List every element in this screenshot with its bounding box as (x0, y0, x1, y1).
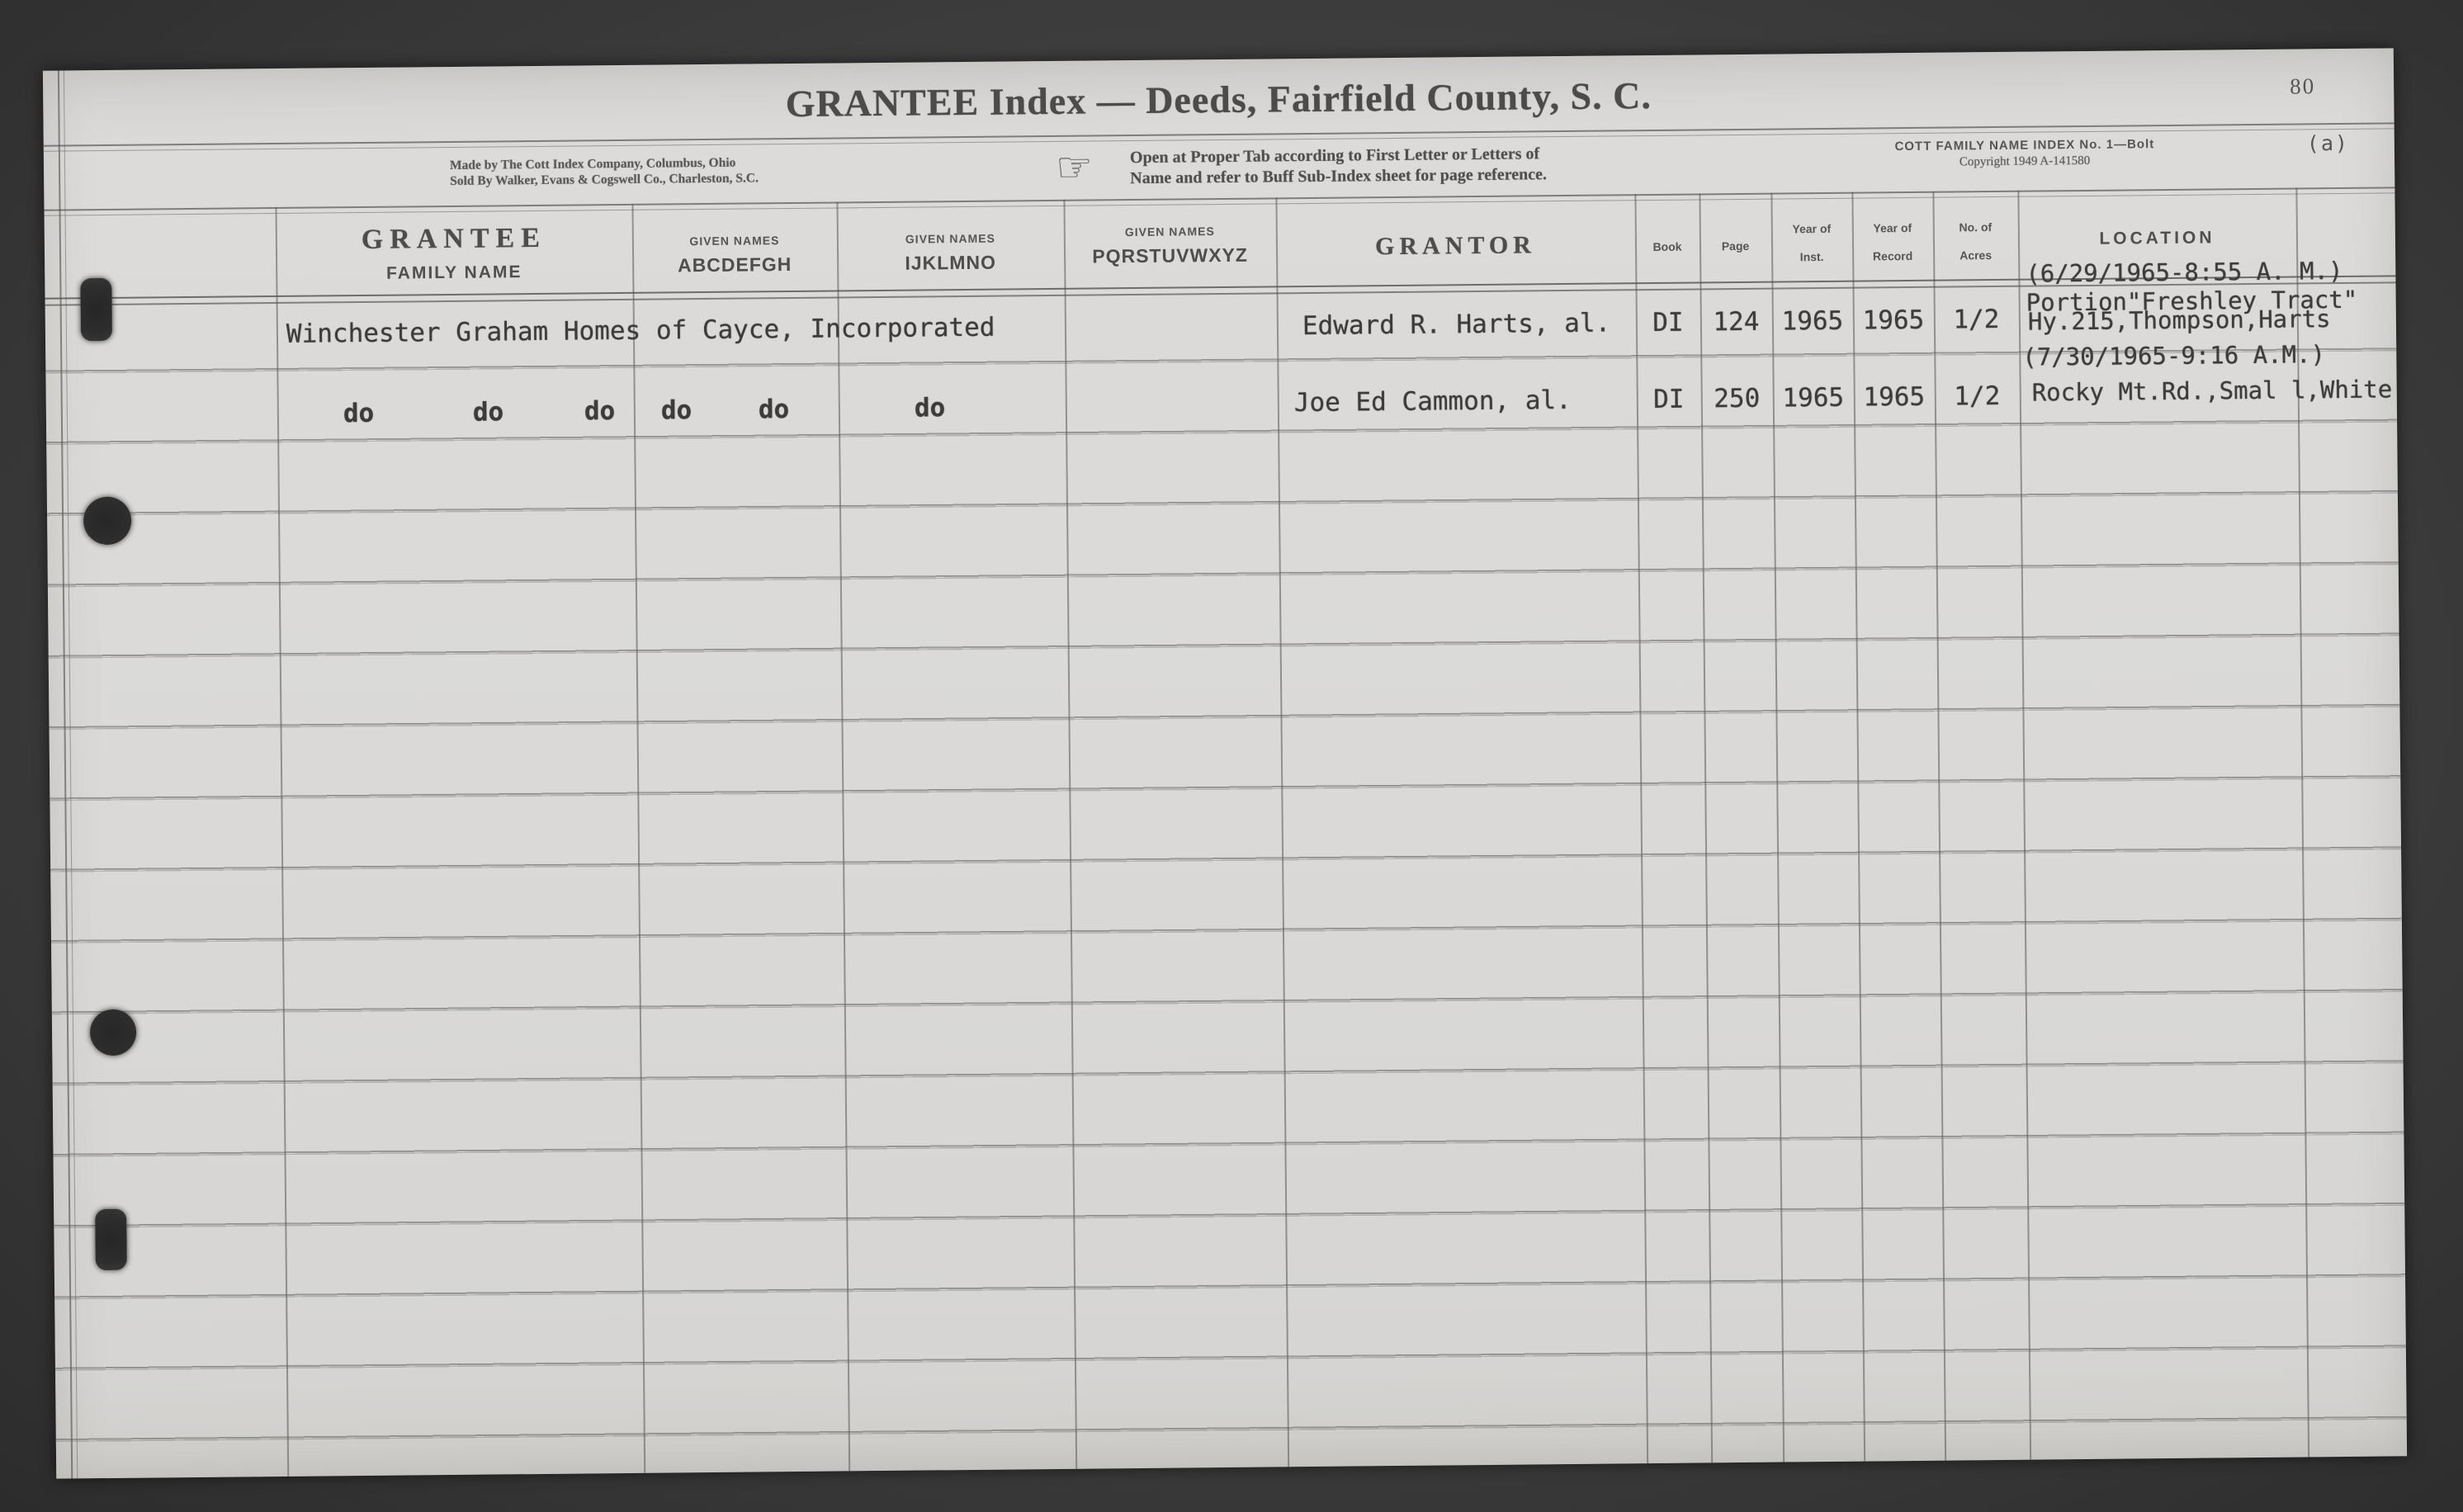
grantor-header-label: GRANTOR (1374, 231, 1537, 261)
column-header-grantor: GRANTOR (1276, 230, 1635, 262)
entry-book: DI (1652, 384, 1685, 414)
letter-range-label: IJKLMNO (905, 251, 997, 274)
entry-location-timestamp: (7/30/1965-9:16 A.M.) (2022, 340, 2326, 371)
entry-year-inst: 1965 (1781, 305, 1844, 337)
ditto-mark: do (584, 396, 616, 427)
binder-hole (95, 1208, 127, 1271)
given-names-label: GIVEN NAMES (1124, 224, 1215, 239)
entry-year-record: 1965 (1862, 305, 1925, 336)
column-header-book: Book (1635, 238, 1700, 255)
family-name-header-label: FAMILY NAME (385, 262, 522, 283)
entry-grantee-name: Winchester Graham Homes of Cayce, Incorp… (286, 312, 995, 349)
ditto-mark: do (660, 395, 693, 426)
column-header-year-record: Year of Record (1852, 220, 1934, 265)
column-header-given-ijklmno: GIVEN NAMES IJKLMNO (837, 231, 1064, 276)
page-letter: (a) (2306, 130, 2350, 156)
book-header-label: Book (1652, 239, 1682, 253)
entry-grantor-name: Edward R. Harts, al. (1302, 308, 1611, 342)
imprint-line2: Sold By Walker, Evans & Cogswell Co., Ch… (450, 171, 759, 188)
letter-range-label: PQRSTUVWXYZ (1092, 243, 1249, 267)
pointing-hand-icon: ☞ (1055, 144, 1094, 191)
acres-label-top: No. of (1959, 220, 1993, 234)
index-series-line1: COTT FAMILY NAME INDEX No. 1—Bolt (1894, 137, 2155, 154)
acres-label-bottom: Acres (1960, 248, 1993, 262)
page-header-label: Page (1721, 239, 1750, 253)
binder-hole (83, 496, 132, 546)
column-header-given-abcdefgh: GIVEN NAMES ABCDEFGH (632, 233, 837, 276)
ditto-mark: do (758, 395, 790, 425)
entry-grantor-name: Joe Ed Cammon, al. (1293, 385, 1572, 418)
entry-page: 124 (1713, 306, 1760, 338)
entry-book: DI (1652, 307, 1684, 338)
usage-instruction: Open at Proper Tab according to First Le… (1130, 144, 1547, 189)
binder-hole (89, 1009, 137, 1056)
ruled-rows (45, 280, 2408, 1479)
ledger-sheet: GRANTEE Index — Deeds, Fairfield County,… (42, 48, 2408, 1479)
year-record-label-bottom: Record (1872, 248, 1913, 263)
subheader-divider (44, 187, 2395, 216)
column-header-location: LOCATION (2018, 228, 2296, 250)
column-header-year-inst: Year of Inst. (1771, 220, 1853, 266)
column-header-given-pqrstuvwxyz: GIVEN NAMES PQRSTUVWXYZ (1064, 224, 1276, 267)
year-inst-label-bottom: Inst. (1799, 250, 1824, 264)
ditto-mark: do (914, 393, 946, 423)
entry-location-timestamp: (6/29/1965-8:55 A. M.) (2026, 256, 2343, 288)
grantee-header-label: GRANTEE (361, 222, 547, 256)
column-header-grantee: GRANTEE FAMILY NAME (276, 222, 633, 285)
entry-location-detail: Hy.215,Thompson,Harts (2027, 305, 2331, 336)
given-names-label: GIVEN NAMES (689, 234, 780, 248)
ditto-mark: do (343, 398, 375, 429)
entry-year-record: 1965 (1863, 381, 1926, 413)
column-header-acres: No. of Acres (1933, 219, 2019, 264)
page-number: 80 (2290, 73, 2316, 99)
entry-acres: 1/2 (1953, 304, 2000, 335)
location-header-label: LOCATION (2099, 228, 2215, 248)
entry-page: 250 (1714, 383, 1761, 414)
entry-year-inst: 1965 (1782, 382, 1845, 413)
binder-hole (80, 277, 113, 342)
entry-location-detail: Rocky Mt.Rd.,Smal l,White (2031, 375, 2393, 407)
page-title: GRANTEE Index — Deeds, Fairfield County,… (785, 74, 1652, 125)
column-header-page: Page (1700, 238, 1771, 255)
given-names-label: GIVEN NAMES (905, 231, 995, 246)
instruction-line2: Name and refer to Buff Sub-Index sheet f… (1130, 165, 1548, 188)
ditto-mark: do (472, 397, 504, 428)
printer-imprint: Made by The Cott Index Company, Columbus… (450, 154, 759, 189)
letter-range-label: ABCDEFGH (677, 253, 792, 276)
index-series-label: COTT FAMILY NAME INDEX No. 1—Bolt Copyri… (1843, 136, 2206, 172)
entry-acres: 1/2 (1954, 380, 2001, 412)
year-record-label-top: Year of (1873, 220, 1912, 235)
year-inst-label-top: Year of (1792, 221, 1832, 236)
